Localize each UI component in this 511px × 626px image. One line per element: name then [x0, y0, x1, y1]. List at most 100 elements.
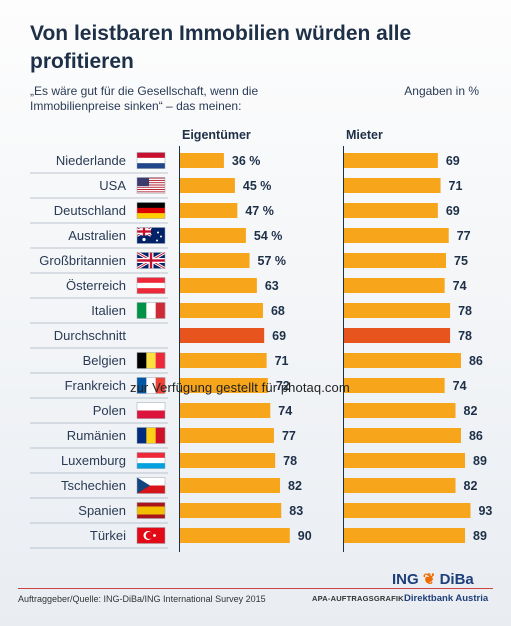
data-label: 74: [453, 279, 467, 293]
bar-eigentuemer: [180, 428, 274, 443]
bar-mieter: [344, 178, 441, 193]
bar-mieter: [344, 203, 438, 218]
flag-italy-icon: [136, 302, 166, 319]
bar-mieter: [344, 453, 466, 468]
flag-poland-icon: [136, 402, 166, 419]
data-label: 78: [458, 304, 472, 318]
data-label: 77: [282, 429, 296, 443]
flag-luxembourg-icon: [136, 452, 166, 469]
bar-eigentuemer: [180, 303, 263, 318]
data-label: 68: [271, 304, 285, 318]
data-label: 82: [288, 479, 302, 493]
data-label: 71: [275, 354, 289, 368]
bank-subtitle: Direktbank Austria: [404, 593, 489, 604]
flag-germany-icon: [136, 202, 166, 219]
data-label: 86: [469, 354, 483, 368]
category-label: Polen: [93, 403, 126, 418]
data-label: 57 %: [258, 254, 287, 268]
data-label: 71: [449, 179, 463, 193]
data-label: 78: [283, 454, 297, 468]
flag-romania-icon: [136, 427, 166, 444]
unit-label: Angaben in %: [404, 84, 479, 98]
category-label: Spanien: [78, 503, 126, 518]
data-label: 69: [446, 204, 460, 218]
flag-australia-icon: [136, 226, 166, 244]
bar-mieter: [344, 228, 449, 243]
lion-icon: ❦: [422, 571, 436, 588]
category-label: Australien: [68, 228, 126, 243]
bar-eigentuemer: [180, 478, 281, 493]
category-label: Österreich: [66, 278, 126, 293]
data-label: 89: [473, 529, 487, 543]
bar-eigentuemer: [180, 353, 267, 368]
category-label: Frankreich: [65, 378, 126, 393]
flag-czech-icon: [136, 477, 166, 494]
ing-diba-logo: ING ❦ DiBa: [392, 570, 474, 588]
category-label: Luxemburg: [61, 453, 126, 468]
data-label: 93: [478, 504, 492, 518]
bar-eigentuemer: [180, 528, 290, 543]
bar-mieter: [344, 378, 445, 393]
category-label: Türkei: [90, 528, 126, 543]
flag-france-icon: [136, 377, 166, 394]
bar-mieter: [344, 478, 456, 493]
bar-mieter: [344, 528, 466, 543]
category-label: Italien: [91, 303, 126, 318]
flag-uk-icon: [136, 251, 166, 270]
bar-eigentuemer: [180, 203, 238, 218]
category-label: USA: [99, 178, 126, 193]
bar-eigentuemer: [180, 453, 276, 468]
data-label: 47 %: [245, 204, 274, 218]
bar-mieter: [344, 328, 451, 343]
data-label: 82: [464, 404, 478, 418]
data-label: 77: [457, 229, 471, 243]
flag-belgium-icon: [136, 352, 166, 369]
data-label: 72: [276, 379, 290, 393]
flag-netherlands-icon: [136, 152, 166, 169]
category-label: Niederlande: [56, 153, 126, 168]
bar-mieter: [344, 428, 461, 443]
apa-credit: APA-AUFTRAGSGRAFIK: [312, 594, 404, 603]
source-note: Auftraggeber/Quelle: ING-DiBa/ING Intern…: [18, 594, 266, 604]
category-label: Deutschland: [54, 203, 126, 218]
bar-eigentuemer: [180, 178, 235, 193]
bar-eigentuemer: [180, 153, 224, 168]
data-label: 45 %: [243, 179, 272, 193]
data-label: 83: [289, 504, 303, 518]
flag-spain-icon: [136, 502, 166, 519]
data-label: 86: [469, 429, 483, 443]
bar-mieter: [344, 353, 461, 368]
bar-mieter: [344, 278, 445, 293]
footer-divider: [18, 588, 493, 589]
bar-mieter: [344, 303, 451, 318]
data-label: 69: [446, 154, 460, 168]
bar-eigentuemer: [180, 278, 257, 293]
bar-eigentuemer: [180, 503, 282, 518]
watermark-text: zur Verfügung gestellt für photaq.com: [130, 380, 350, 395]
data-label: 89: [473, 454, 487, 468]
bar-eigentuemer: [180, 328, 265, 343]
bar-mieter: [344, 503, 471, 518]
bar-eigentuemer: [180, 403, 271, 418]
data-label: 69: [272, 329, 286, 343]
bar-mieter: [344, 403, 456, 418]
data-label: 75: [454, 254, 468, 268]
data-label: 63: [265, 279, 279, 293]
category-label: Rumänien: [67, 428, 126, 443]
bar-chart: Niederlande 36 % 69 USA 45 % 71 Deutschland 47 …: [30, 146, 492, 552]
category-label: Durchschnitt: [54, 328, 127, 343]
logo-suffix: DiBa: [439, 571, 474, 588]
bar-mieter: [344, 153, 438, 168]
chart-title: Von leistbaren Immobilien würden alle pr…: [30, 22, 412, 73]
data-label: 74: [278, 404, 292, 418]
logo-text: ING: [392, 571, 419, 588]
series-header-mieter: Mieter: [346, 128, 383, 142]
data-label: 36 %: [232, 154, 260, 168]
category-label: Tschechien: [61, 478, 126, 493]
flag-austria-icon: [136, 277, 166, 294]
bar-eigentuemer: [180, 253, 250, 268]
data-label: 74: [453, 379, 467, 393]
bar-eigentuemer: [180, 378, 268, 393]
bar-eigentuemer: [180, 228, 246, 243]
series-header-eigentuemer: Eigentümer: [182, 128, 251, 142]
